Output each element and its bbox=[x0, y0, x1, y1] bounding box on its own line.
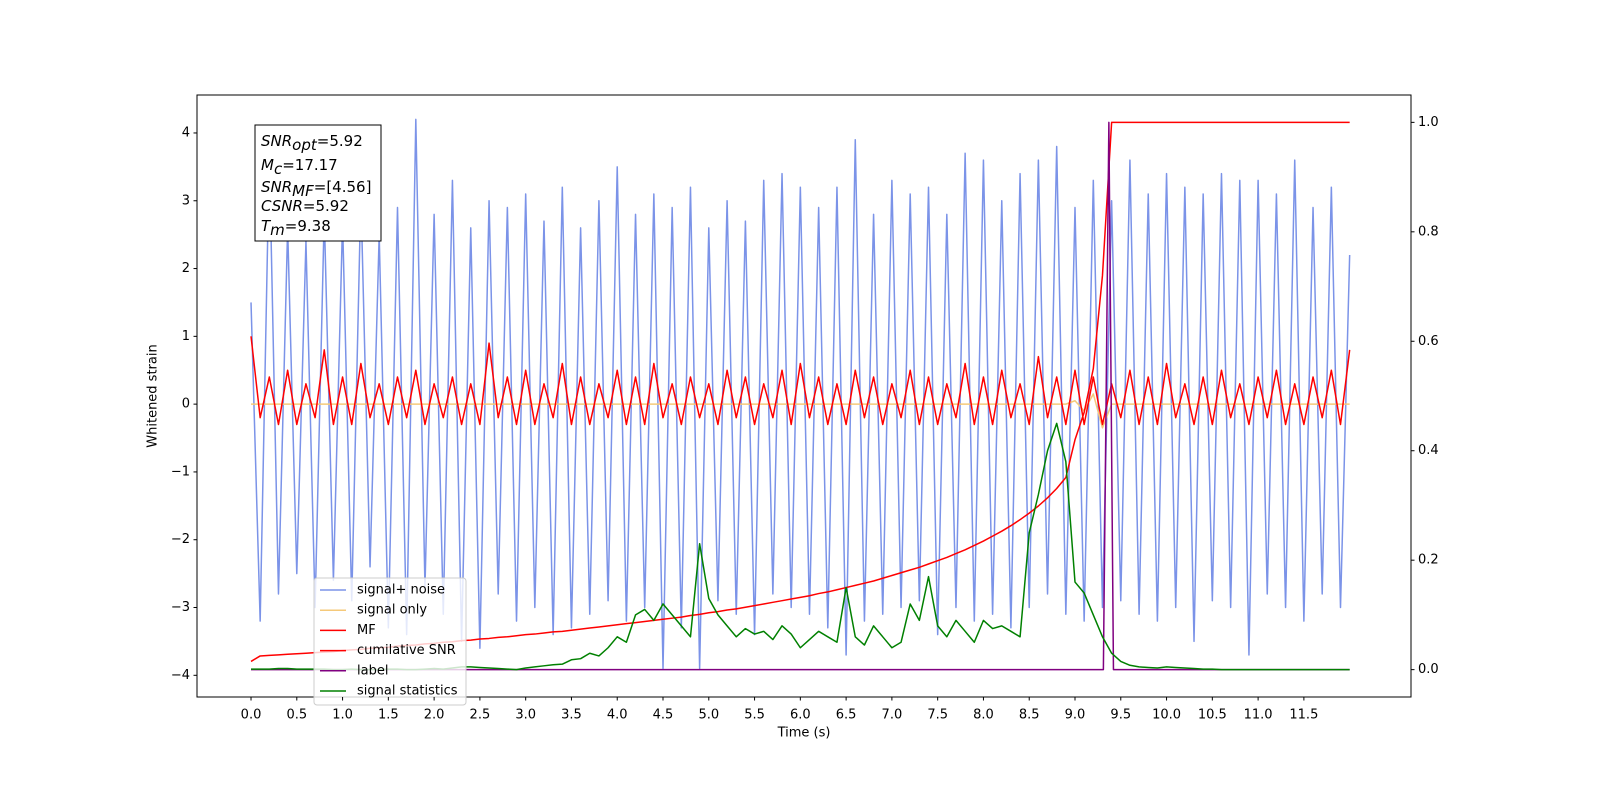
legend-label: signal statistics bbox=[357, 684, 458, 699]
annotation-line: SNRopt=5.92 bbox=[261, 132, 363, 154]
annotation-symbol: T bbox=[261, 217, 272, 235]
x-tick-label: 11.5 bbox=[1289, 708, 1318, 723]
x-tick-label: 1.5 bbox=[378, 708, 399, 723]
annotation-line: Tm=9.38 bbox=[261, 217, 331, 239]
x-tick-label: 7.5 bbox=[927, 708, 948, 723]
annotation-line: SNRMF=[4.56] bbox=[261, 178, 371, 200]
x-tick-label: 3.0 bbox=[515, 708, 536, 723]
y2-tick-label: 0.4 bbox=[1418, 443, 1439, 458]
x-tick-label: 3.5 bbox=[561, 708, 582, 723]
y2-tick-label: 0.8 bbox=[1418, 224, 1439, 239]
series-line bbox=[250, 336, 1351, 426]
x-tick-label: 5.0 bbox=[698, 708, 719, 723]
x-tick-label: 2.0 bbox=[424, 708, 445, 723]
y-tick-label: 3 bbox=[182, 193, 190, 208]
annotation-frame bbox=[254, 124, 382, 242]
y-tick-label: −4 bbox=[171, 668, 190, 683]
series-line bbox=[250, 118, 1351, 670]
annotation-line: CSNR=5.92 bbox=[261, 197, 349, 215]
y-tick-label: −3 bbox=[171, 600, 190, 615]
x-tick-label: 0.0 bbox=[241, 708, 262, 723]
y2-tick-label: 0.0 bbox=[1418, 662, 1439, 677]
annotation-subscript: MF bbox=[292, 182, 314, 200]
x-tick-label: 9.0 bbox=[1065, 708, 1086, 723]
annotation-symbol: SNR bbox=[261, 132, 292, 150]
y-tick-label: −1 bbox=[171, 464, 190, 479]
annotation-subscript: opt bbox=[292, 136, 318, 154]
legend-label: signal only bbox=[357, 603, 427, 618]
annotation-symbol: SNR bbox=[261, 178, 292, 196]
annotation-box: SNRopt=5.92Mc=17.17SNRMF=[4.56]CSNR=5.92… bbox=[254, 124, 382, 242]
legend: signal+ noise signal only MF cumilative SNR… bbox=[313, 577, 467, 706]
series-line bbox=[251, 393, 1350, 429]
annotation-value: =17.17 bbox=[282, 156, 338, 174]
x-tick-label: 5.5 bbox=[744, 708, 765, 723]
y-tick-label: 4 bbox=[182, 125, 190, 140]
x-tick-label: 6.0 bbox=[790, 708, 811, 723]
x-tick-label: 10.0 bbox=[1152, 708, 1181, 723]
x-tick-label: 9.5 bbox=[1110, 708, 1131, 723]
legend-label: cumilative SNR bbox=[357, 643, 456, 658]
axes-frame bbox=[196, 94, 1412, 698]
legend-label: label bbox=[357, 663, 388, 678]
y2-tick-label: 1.0 bbox=[1418, 115, 1439, 130]
y-tick-label: −2 bbox=[171, 532, 190, 547]
x-tick-label: 4.5 bbox=[653, 708, 674, 723]
x-tick-label: 8.5 bbox=[1019, 708, 1040, 723]
x-tick-label: 0.5 bbox=[286, 708, 307, 723]
x-tick-label: 2.5 bbox=[470, 708, 491, 723]
series-line bbox=[251, 121, 1350, 671]
annotation-value: =5.92 bbox=[317, 132, 363, 150]
annotation-line: Mc=17.17 bbox=[261, 156, 338, 178]
legend-label: signal+ noise bbox=[357, 583, 445, 598]
x-tick-label: 8.0 bbox=[973, 708, 994, 723]
x-tick-label: 7.0 bbox=[882, 708, 903, 723]
x-tick-label: 1.0 bbox=[332, 708, 353, 723]
y2-tick-label: 0.6 bbox=[1418, 334, 1439, 349]
annotation-value: =[4.56] bbox=[314, 178, 372, 196]
annotation-value: =9.38 bbox=[285, 217, 331, 235]
legend-label: MF bbox=[357, 623, 376, 638]
x-tick-label: 10.5 bbox=[1198, 708, 1227, 723]
x-tick-label: 6.5 bbox=[836, 708, 857, 723]
annotation-symbol: M bbox=[261, 156, 274, 174]
y-tick-label: 2 bbox=[182, 261, 190, 276]
annotation-subscript: c bbox=[274, 160, 283, 178]
annotation-symbol: CSNR bbox=[261, 197, 303, 215]
annotation-value: =5.92 bbox=[303, 197, 349, 215]
legend-frame bbox=[313, 577, 467, 706]
x-tick-label: 4.0 bbox=[607, 708, 628, 723]
y-tick-label: 1 bbox=[182, 329, 190, 344]
x-tick-label: 11.0 bbox=[1244, 708, 1273, 723]
x-axis-label: Time (s) bbox=[777, 726, 831, 741]
y-axis-label: Whitened strain bbox=[146, 344, 161, 447]
y-tick-label: 0 bbox=[182, 397, 190, 412]
annotation-subscript: m bbox=[270, 221, 285, 239]
y2-tick-label: 0.2 bbox=[1418, 553, 1439, 568]
